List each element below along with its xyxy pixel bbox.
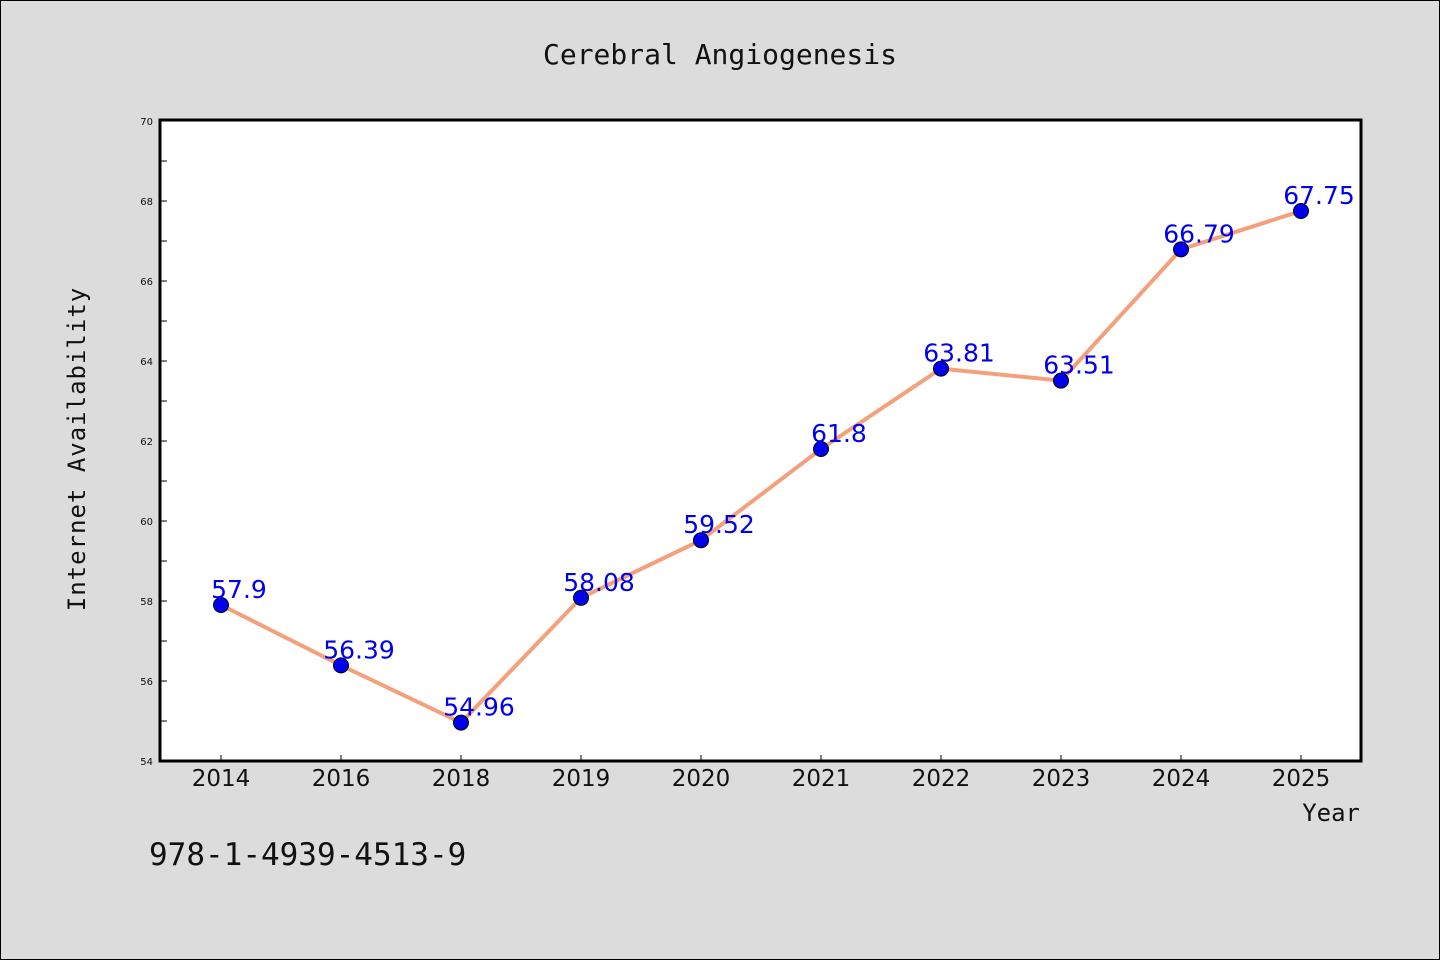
data-label: 67.75 xyxy=(1283,181,1355,210)
x-tick-label: 2014 xyxy=(192,766,251,792)
data-label: 63.51 xyxy=(1043,351,1115,380)
data-label: 59.52 xyxy=(683,510,755,539)
data-label: 57.9 xyxy=(211,575,267,604)
data-label: 63.81 xyxy=(923,339,995,368)
y-tick-label: 56 xyxy=(140,677,153,688)
data-series xyxy=(213,203,1309,731)
y-tick-label: 64 xyxy=(140,357,153,368)
x-axis: 2014 2016 2018 2019 2020 2021 2022 2023 2024 2025 xyxy=(192,755,1331,792)
data-point xyxy=(813,441,829,457)
y-tick-label: 60 xyxy=(140,517,153,528)
data-point xyxy=(1173,241,1189,258)
y-tick-label: 58 xyxy=(140,597,153,608)
y-tick-label: 54 xyxy=(140,757,153,768)
data-labels: 57.9 56.39 54.96 58.08 59.52 61.8 63.81 63.51 66… xyxy=(211,181,1355,722)
chart-title: Cerebral Angiogenesis xyxy=(543,38,897,71)
y-axis-title: Internet Availability xyxy=(63,287,91,611)
data-label: 61.8 xyxy=(811,419,867,448)
x-tick-label: 2023 xyxy=(1032,766,1091,792)
data-label: 56.39 xyxy=(323,635,395,664)
isbn-text: 978-1-4939-4513-9 xyxy=(149,837,466,873)
data-point xyxy=(573,589,589,606)
data-label: 66.79 xyxy=(1163,219,1235,248)
data-point xyxy=(1053,372,1069,389)
data-point xyxy=(333,657,349,674)
x-tick-label: 2025 xyxy=(1272,766,1331,792)
y-tick-label: 62 xyxy=(140,437,153,448)
x-tick-label: 2022 xyxy=(912,766,971,792)
data-point xyxy=(933,360,949,377)
x-tick-label: 2021 xyxy=(792,766,851,792)
data-point xyxy=(693,532,709,549)
x-tick-label: 2024 xyxy=(1152,766,1211,792)
x-tick-label: 2018 xyxy=(432,766,491,792)
data-point xyxy=(453,714,469,731)
x-tick-label: 2016 xyxy=(312,766,371,792)
data-label: 58.08 xyxy=(563,568,635,597)
data-point xyxy=(213,597,229,613)
y-tick-label: 66 xyxy=(140,277,153,288)
x-tick-label: 2019 xyxy=(552,766,611,792)
x-tick-label: 2020 xyxy=(672,766,731,792)
data-label: 54.96 xyxy=(443,693,515,722)
y-tick-label: 68 xyxy=(140,197,153,208)
x-axis-title: Year xyxy=(1302,799,1360,827)
plot-area xyxy=(160,120,1361,761)
data-point xyxy=(1293,203,1309,219)
y-axis: 54 56 58 60 62 64 66 68 70 xyxy=(140,117,167,768)
series-line xyxy=(219,209,1303,725)
plot-frame xyxy=(158,118,1363,763)
y-tick-label: 70 xyxy=(140,117,153,128)
